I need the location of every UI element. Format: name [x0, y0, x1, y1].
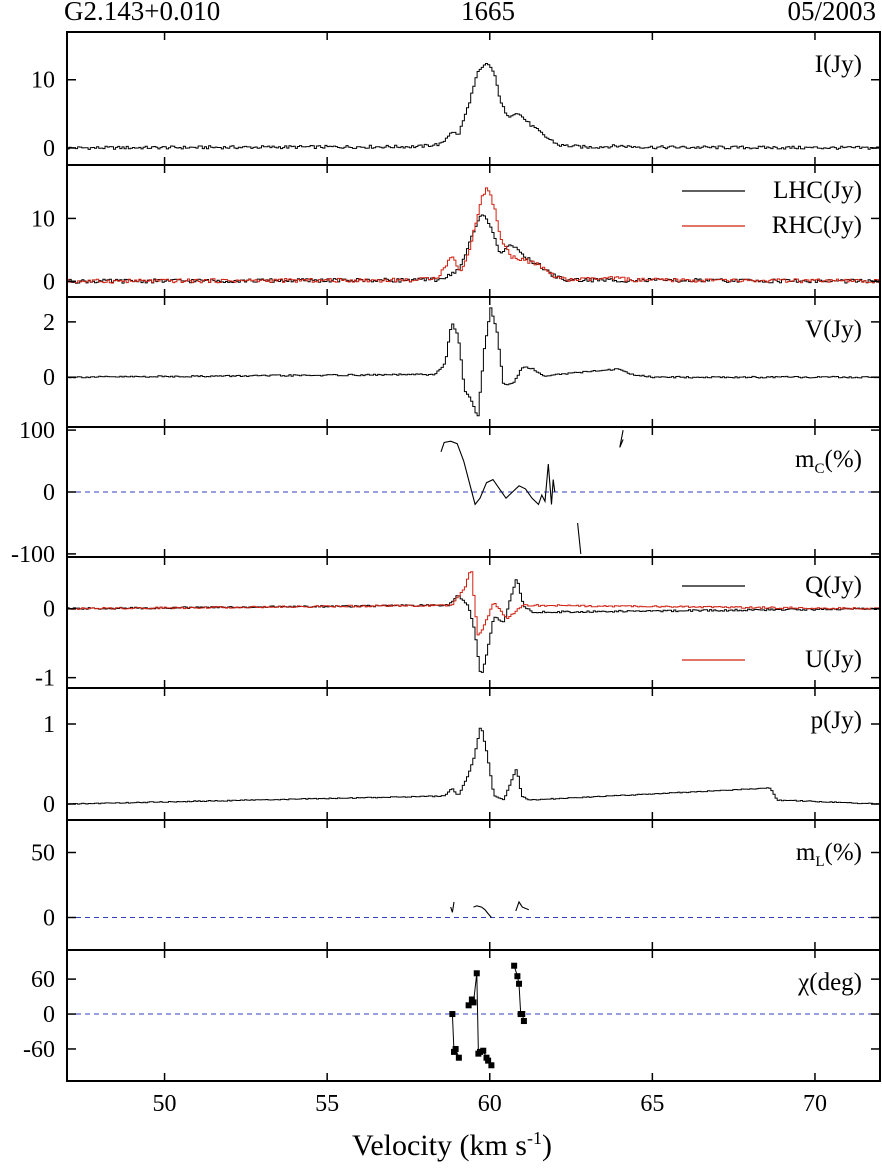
- series-segment: [515, 900, 530, 912]
- x-axis-label-exponent: -1: [526, 1128, 542, 1148]
- chi-point: [485, 1057, 492, 1064]
- y-tick-label: 0: [43, 365, 55, 391]
- x-tick-label: 65: [640, 1091, 664, 1117]
- chi-point: [477, 1048, 484, 1055]
- chi-point: [488, 1062, 495, 1069]
- panel-label-sub: L: [815, 854, 824, 870]
- legend-label: Q(Jy): [805, 572, 862, 599]
- x-tick-label: 70: [803, 1091, 827, 1117]
- chi-point: [514, 973, 521, 980]
- y-tick-label: 0: [43, 1002, 55, 1028]
- panel-label: V(Jy): [805, 316, 862, 343]
- series-p-line: [67, 727, 880, 805]
- panel-LR: 0 10 LHC(Jy) RHC(Jy): [31, 164, 881, 298]
- series-qjy-line: [67, 579, 880, 673]
- header-frequency: 1665: [461, 0, 515, 26]
- chi-point: [455, 1054, 462, 1061]
- panel-frame: [66, 949, 881, 1082]
- y-tick-label: 0: [43, 269, 55, 295]
- series-segment: [577, 522, 582, 554]
- panel-p: 0 1 p(Jy): [43, 687, 881, 821]
- header-date: 05/2003: [787, 0, 876, 26]
- y-tick-label: 2: [43, 310, 55, 336]
- series-V-line: [67, 307, 880, 417]
- panel-mL: 0 50 mL(%): [31, 819, 881, 951]
- y-tick-label: -100: [11, 542, 55, 568]
- chi-point: [511, 962, 518, 969]
- y-tick-label: -1: [35, 666, 55, 692]
- chi-point: [473, 970, 480, 977]
- y-tick-label: -60: [23, 1037, 55, 1063]
- panel-mC: -100 0 100 mC(%): [11, 418, 881, 568]
- series-segment: [450, 901, 455, 913]
- panel-label: χ(deg): [797, 969, 862, 996]
- series-lhcjy-line: [67, 214, 880, 284]
- series-rhcjy-line: [67, 187, 880, 284]
- series-segment: [440, 440, 556, 506]
- chi-point: [449, 1011, 456, 1018]
- chi-point: [519, 1011, 526, 1018]
- panel-QU: -1 0 Q(Jy) U(Jy): [35, 556, 881, 692]
- panel-label-sub: C: [815, 461, 825, 477]
- y-tick-label: 100: [19, 418, 55, 444]
- series-I-line: [67, 63, 880, 150]
- y-tick-label: 1: [43, 712, 55, 738]
- y-tick-label: 0: [43, 597, 55, 623]
- panel-frame: [66, 819, 881, 951]
- header-source: G2.143+0.010: [64, 0, 221, 26]
- y-tick-label: 10: [31, 206, 55, 232]
- panel-frame: [66, 296, 881, 428]
- panel-label-tail: (%): [825, 446, 862, 473]
- series-ujy-line: [67, 571, 880, 636]
- chi-point: [480, 1047, 487, 1054]
- panel-frame: [66, 31, 881, 166]
- chi-point: [470, 999, 477, 1006]
- panel-V: 0 2 V(Jy): [43, 296, 881, 428]
- legend-label: RHC(Jy): [772, 212, 862, 239]
- x-tick-label: 55: [315, 1091, 339, 1117]
- panel-frame: [66, 164, 881, 298]
- panel-label: p(Jy): [811, 707, 862, 734]
- panel-label: mL(%): [796, 839, 862, 870]
- y-tick-label: 50: [31, 841, 55, 867]
- y-tick-label: 10: [31, 68, 55, 94]
- chi-point: [452, 1045, 459, 1052]
- x-axis-label: Velocity (km s-1): [352, 1128, 552, 1163]
- panel-frame: [66, 687, 881, 821]
- series-segment: [619, 429, 624, 448]
- series-segment: [473, 905, 492, 918]
- x-tick-label: 50: [153, 1091, 177, 1117]
- panel-label: I(Jy): [815, 51, 862, 78]
- y-tick-label: 60: [31, 967, 55, 993]
- y-tick-label: 0: [43, 906, 55, 932]
- panel-label-tail: (%): [825, 839, 862, 866]
- legend-label: U(Jy): [805, 646, 862, 673]
- panel-frame: [66, 556, 881, 689]
- x-axis-label-text: Velocity (km s: [352, 1129, 527, 1162]
- x-axis-label-close: ): [541, 1129, 552, 1162]
- legend-label: LHC(Jy): [773, 177, 862, 204]
- chi-point: [520, 1018, 527, 1025]
- x-tick-label: 60: [478, 1091, 502, 1117]
- panel-I: 0 10 I(Jy): [31, 31, 881, 166]
- y-tick-label: 0: [43, 480, 55, 506]
- y-tick-label: 0: [43, 136, 55, 162]
- panel-label: mC(%): [795, 446, 862, 477]
- chi-point: [465, 1002, 472, 1009]
- panel-chi: -60 0 60 χ(deg): [23, 949, 881, 1082]
- chi-point: [516, 980, 523, 987]
- y-tick-label: 0: [43, 792, 55, 818]
